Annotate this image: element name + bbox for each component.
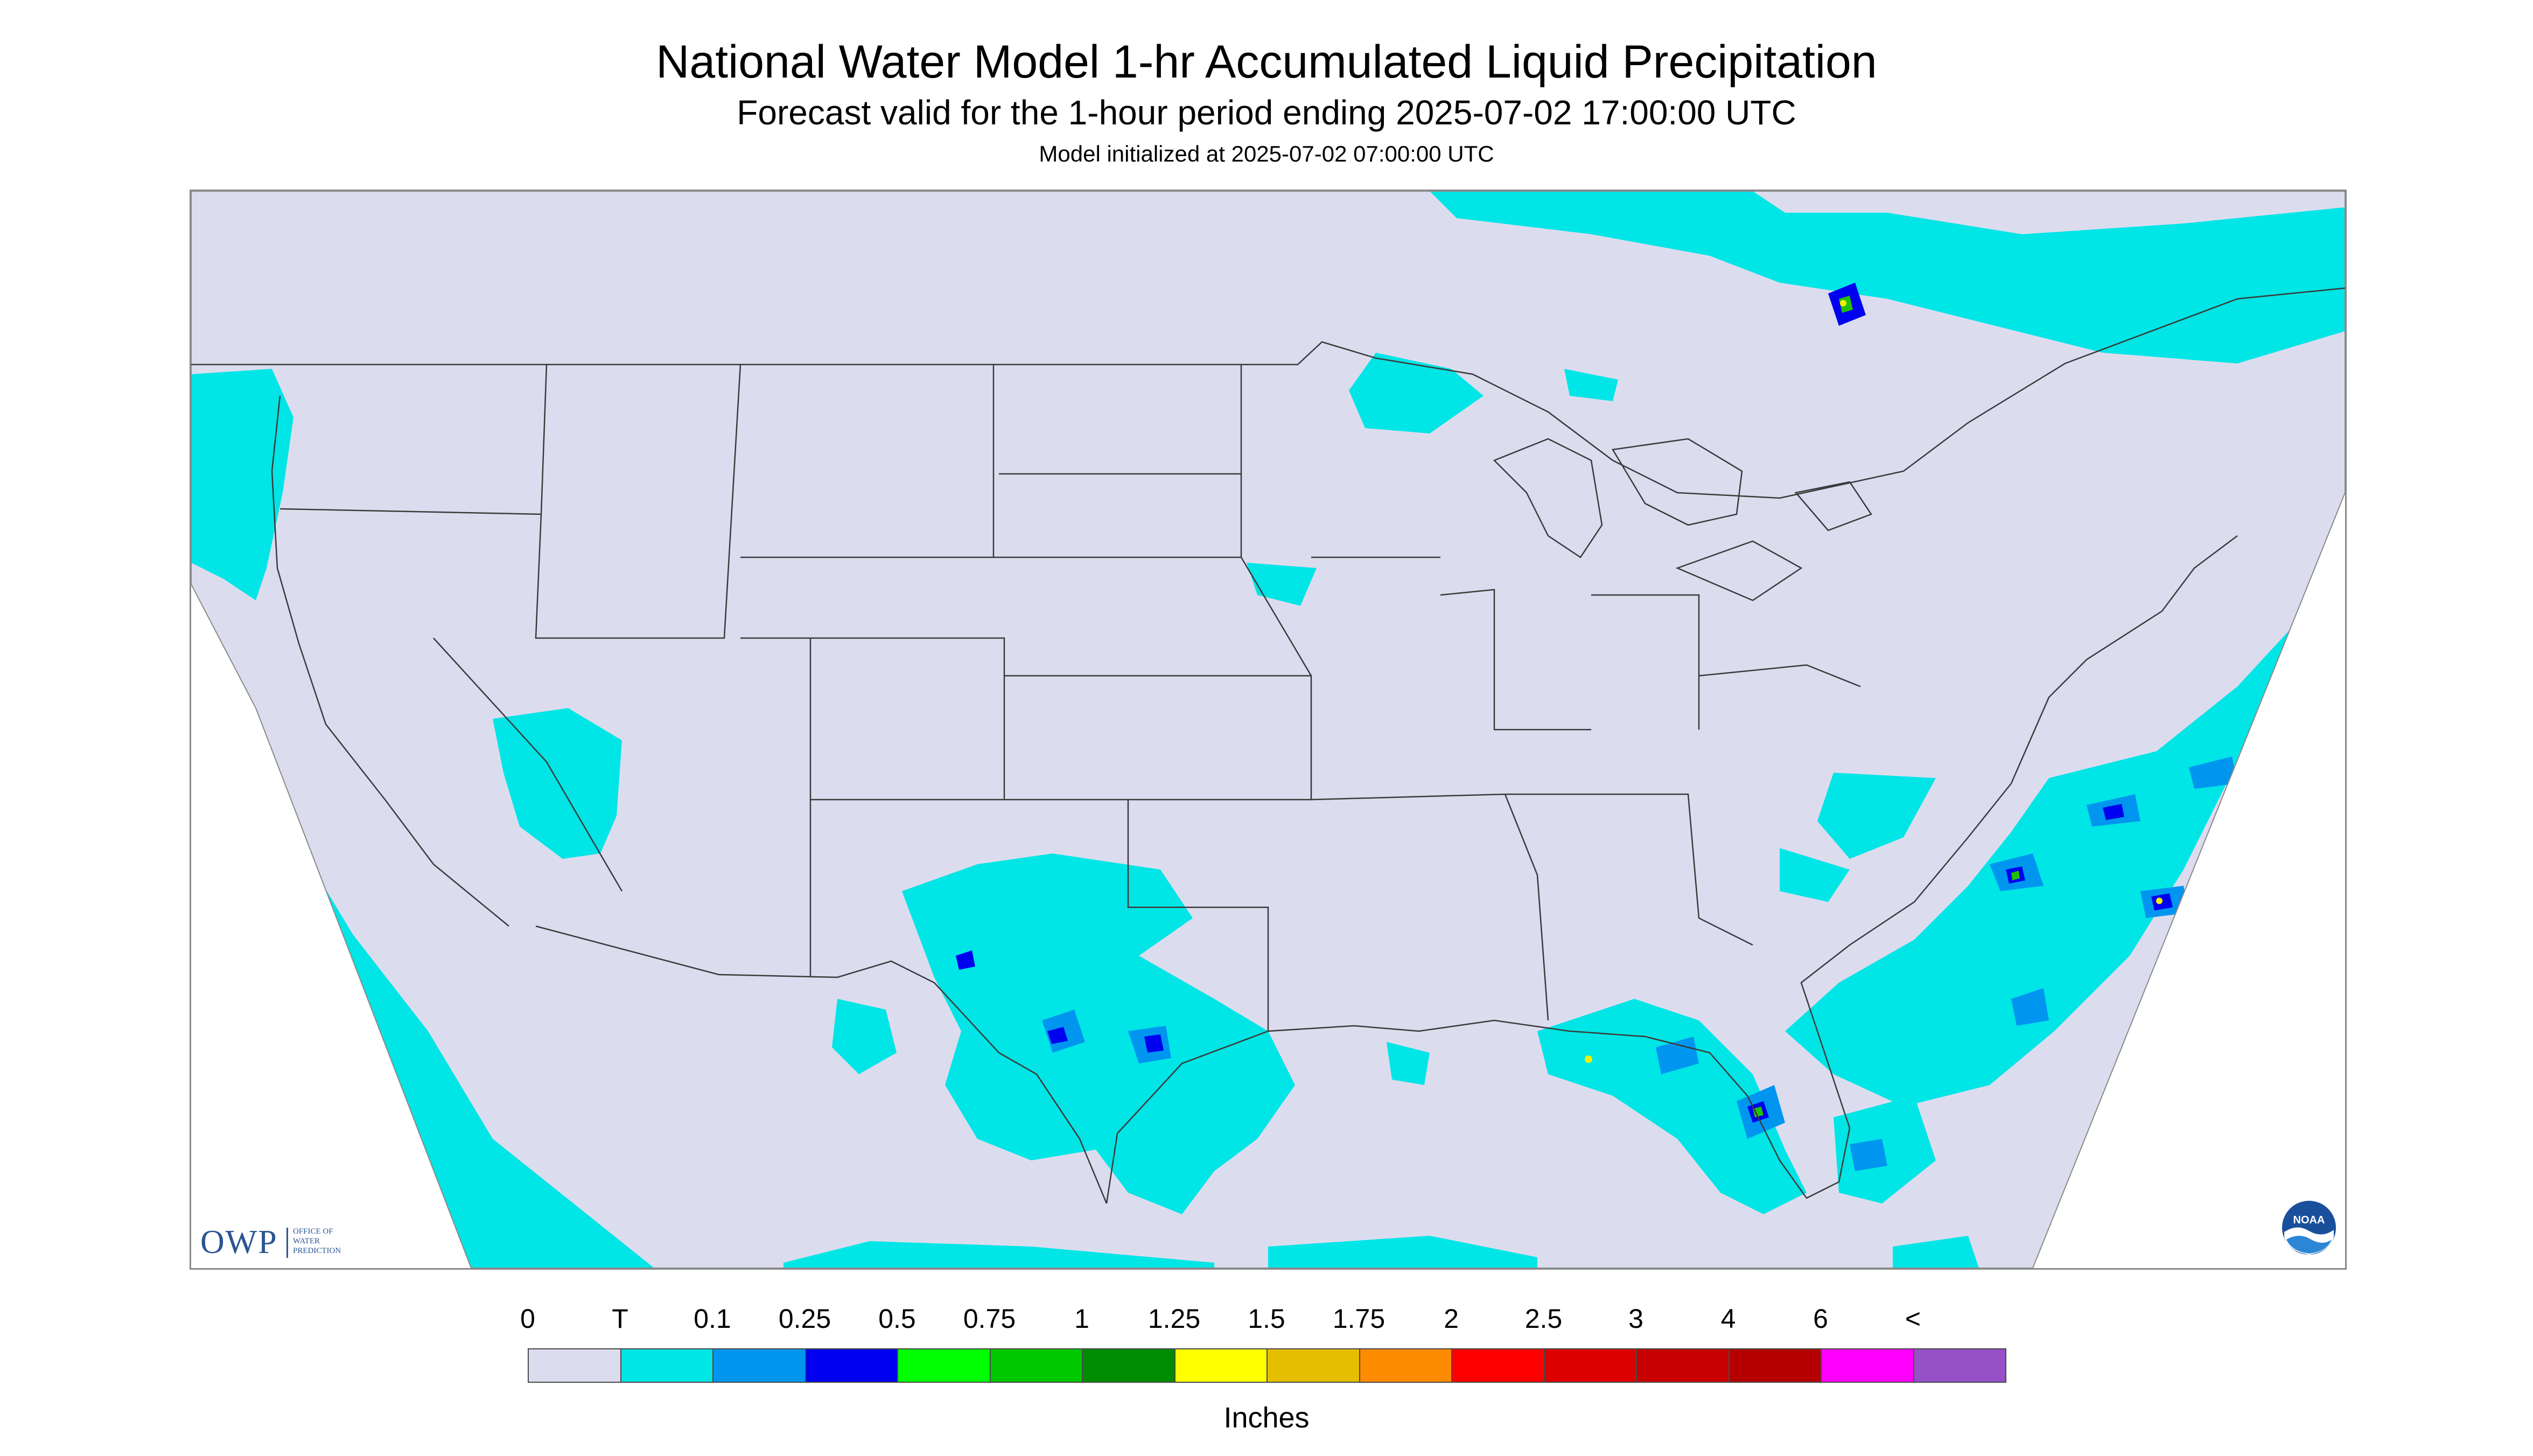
legend-tick-label: 6 — [1813, 1304, 1828, 1334]
legend-tick-label: 0.1 — [694, 1304, 731, 1334]
map-canvas — [191, 191, 2345, 1268]
canada-us-border — [191, 287, 2345, 499]
west-coast — [271, 395, 509, 927]
legend-swatch — [712, 1348, 806, 1383]
owp-logo-divider — [286, 1228, 288, 1258]
legend-swatch — [1174, 1348, 1268, 1383]
state-and-country-borders — [191, 287, 2345, 1204]
gulf-coast — [1105, 535, 2238, 1204]
legend-tick-label: 1 — [1074, 1304, 1089, 1334]
legend-tick-label: T — [612, 1304, 628, 1334]
legend-tick-label: < — [1905, 1304, 1921, 1334]
rain-trace-areas — [191, 191, 2345, 1268]
noaa-logo: NOAA — [2282, 1201, 2336, 1255]
state-lines — [279, 364, 1861, 1031]
legend-swatch — [1543, 1348, 1637, 1383]
legend-tick-label: 0 — [520, 1304, 535, 1334]
noaa-logo-text: NOAA — [2293, 1214, 2325, 1226]
map-subtitle: Forecast valid for the 1-hour period end… — [737, 93, 1796, 132]
legend-swatch — [989, 1348, 1083, 1383]
legend-swatch — [897, 1348, 991, 1383]
legend-swatch — [1636, 1348, 1730, 1383]
map-title: National Water Model 1-hr Accumulated Li… — [656, 36, 1877, 88]
legend-swatch — [1266, 1348, 1360, 1383]
precipitation-map — [190, 190, 2347, 1270]
legend-swatch — [1821, 1348, 1914, 1383]
legend-tick-label: 0.75 — [963, 1304, 1016, 1334]
owp-logo-text: OWP — [200, 1224, 278, 1261]
precipitation-layer — [191, 191, 2345, 1268]
legend-tick-label: 1.5 — [1248, 1304, 1285, 1334]
legend-swatch — [528, 1348, 621, 1383]
rain-heavy-dots — [1585, 300, 2163, 1063]
legend-swatch — [804, 1348, 898, 1383]
legend-swatch — [1451, 1348, 1545, 1383]
legend-swatch — [1728, 1348, 1822, 1383]
great-lakes — [1493, 438, 1872, 601]
legend-swatch — [1913, 1348, 2006, 1383]
legend-swatch — [620, 1348, 713, 1383]
legend-tick-label: 1.25 — [1147, 1304, 1201, 1334]
legend-tick-label: 3 — [1628, 1304, 1643, 1334]
owp-logo-subtext: OFFICE OF WATER PREDICTION — [293, 1227, 341, 1255]
legend-swatch — [1359, 1348, 1452, 1383]
legend-tick-label: 4 — [1720, 1304, 1736, 1334]
precipitation-legend: 0 T 0.1 0.25 0.5 0.75 1 1.25 1.5 1.75 2 2.5 3 4 6 < Inc… — [520, 1303, 2006, 1443]
legend-tick-label: 0.25 — [778, 1304, 831, 1334]
legend-tick-label: 2.5 — [1524, 1304, 1563, 1334]
legend-units-label: Inches — [1223, 1402, 1310, 1434]
model-init-text: Model initialized at 2025-07-02 07:00:00… — [1039, 141, 1494, 166]
legend-tick-label: 1.75 — [1332, 1304, 1386, 1334]
legend-tick-label: 2 — [1444, 1304, 1459, 1334]
legend-swatch — [1082, 1348, 1175, 1383]
mexico-us-border — [535, 925, 1108, 1204]
legend-tick-label: 0.5 — [878, 1304, 916, 1334]
